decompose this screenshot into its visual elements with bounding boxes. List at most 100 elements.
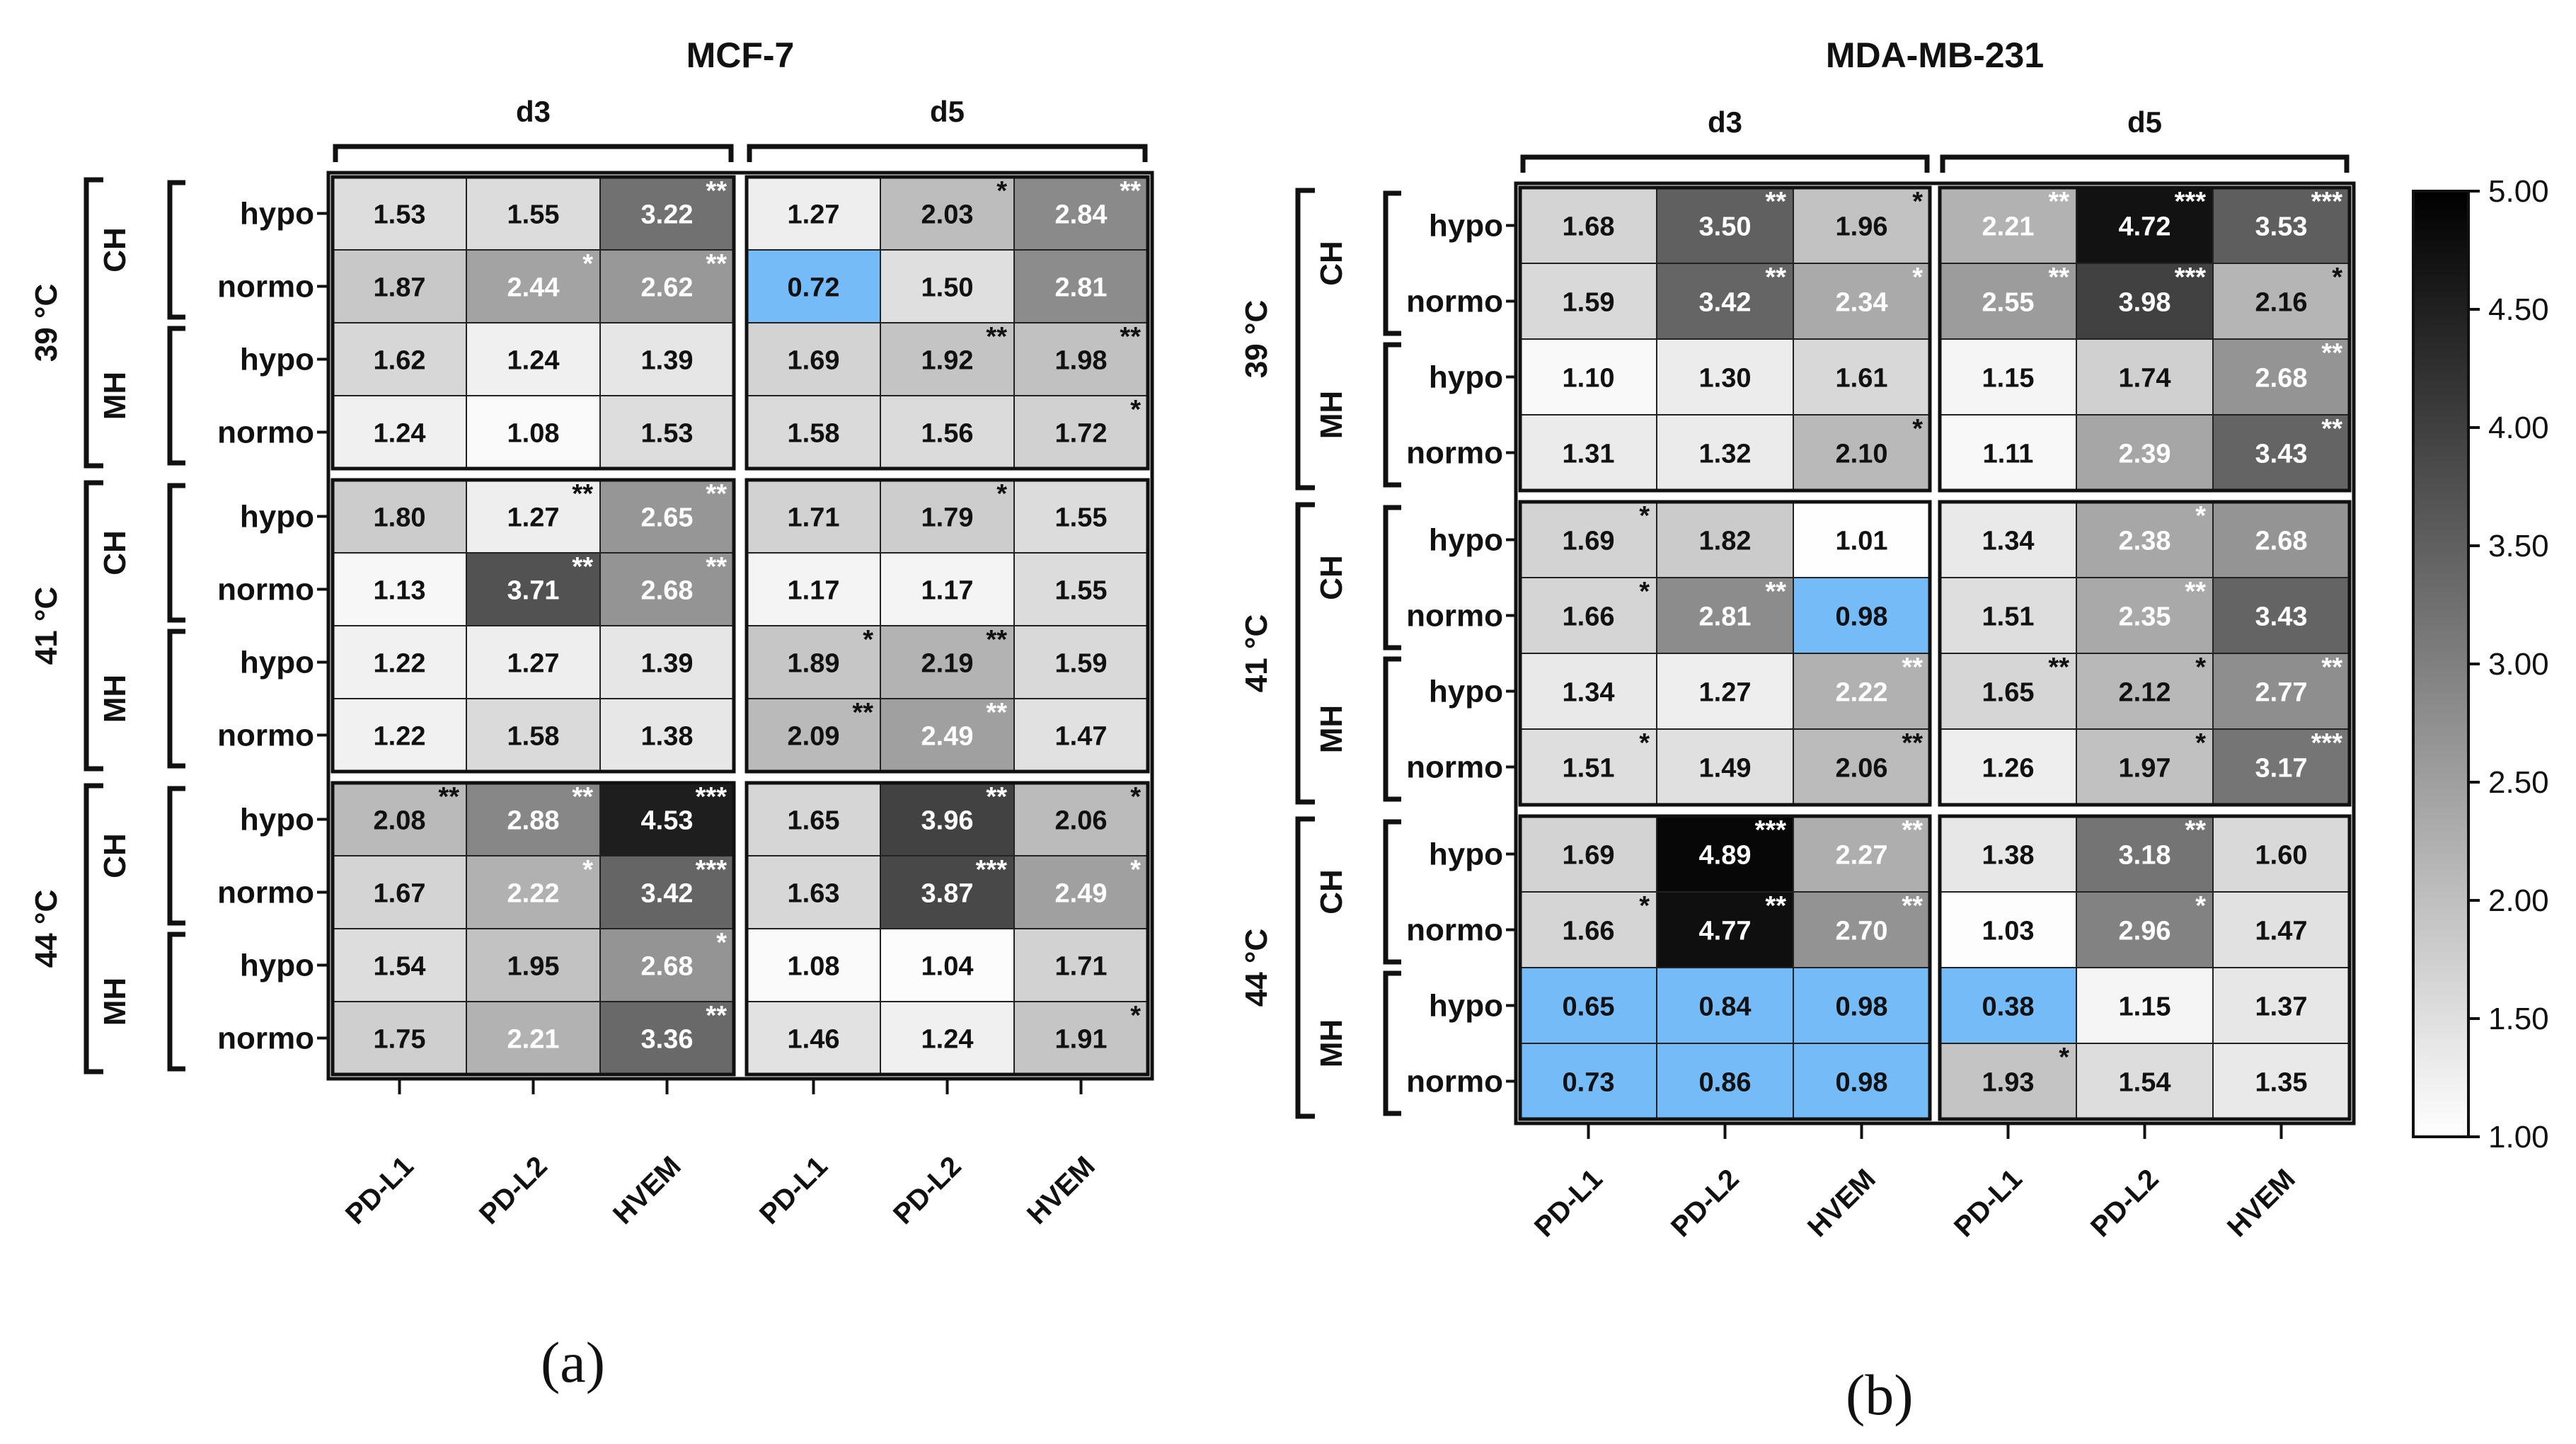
cell-value-label: 3.17 [2255,754,2308,784]
cell-value-label: 1.65 [1982,678,2035,708]
significance-mark: ** [2048,187,2069,217]
cell-value-label: 1.54 [374,952,426,982]
heatmap-cell [746,928,881,1002]
heatmap-cell [1793,653,1931,730]
significance-mark: * [716,928,727,958]
cell-value-label: 2.09 [788,722,840,752]
cell-value-label: 1.24 [374,419,426,449]
cell-value-label: 2.03 [921,200,974,230]
significance-mark: ** [706,479,727,509]
column-label: PD-L1 [754,1150,834,1230]
heatmap-cell [1793,891,1931,968]
heatmap-cell [1939,577,2077,654]
significance-mark: * [996,176,1007,206]
row-condition-label: hypo [1429,989,1503,1024]
block-outline [1518,185,1932,493]
significance-mark: ** [986,322,1007,352]
significance-mark: ** [986,698,1007,728]
cell-value-label: 1.53 [374,200,426,230]
cell-value-label: 0.98 [1836,1068,1888,1098]
method-label: CH [98,227,132,273]
cell-value-label: 1.69 [1563,527,1615,556]
significance-mark: ** [1120,322,1141,352]
block-outline [744,781,1150,1077]
method-bracket [167,326,185,466]
colorbar-tick-label: 2.00 [2488,883,2549,918]
cell-value-label: 1.34 [1982,527,2035,556]
heatmap-cell [1013,625,1149,699]
heatmap-cell [466,855,601,929]
cell-value-label: 2.38 [2119,527,2171,556]
heatmap-cell [880,395,1015,469]
significance-mark: * [1639,577,1650,607]
heatmap-cell [746,395,881,469]
heatmap-cell [2212,1043,2350,1120]
heatmap-frame [1514,181,2356,1125]
cell-value-label: 1.50 [921,273,974,303]
heatmap-cell [880,322,1015,396]
heatmap-cell [1013,698,1149,772]
cell-value-label: 1.27 [507,649,560,679]
cell-value-label: 0.84 [1699,992,1752,1022]
cell-value-label: 2.22 [1836,678,1888,708]
significance-mark: *** [1755,815,1787,845]
cell-value-label: 2.68 [641,952,694,982]
cell-value-label: 1.35 [2255,1068,2308,1098]
cell-value-label: 1.27 [507,503,560,533]
cell-value-label: 1.37 [2255,992,2308,1022]
cell-value-label: 1.67 [374,879,426,909]
cell-value-label: 1.92 [921,346,974,376]
cell-value-label: 2.81 [1699,602,1752,632]
column-label: PD-L2 [2085,1163,2165,1243]
heatmap-cell [1013,176,1149,251]
cell-value-label: 1.82 [1699,527,1752,556]
cell-value-label: 1.98 [1055,346,1108,376]
significance-mark: ** [1902,815,1923,845]
significance-mark: ** [706,249,727,279]
method-bracket [167,483,185,623]
cell-value-label: 2.19 [921,649,974,679]
significance-mark: * [582,855,593,885]
method-label: MH [98,978,132,1026]
column-label: PD-L2 [1665,1163,1745,1243]
method-label: CH [1314,555,1349,600]
significance-mark: *** [2311,187,2343,217]
heatmap-cell [599,479,735,554]
day-group-label: d3 [1708,105,1742,139]
heatmap-cell [1656,577,1794,654]
cell-value-label: 1.22 [374,649,426,679]
cell-value-label: 1.58 [788,419,840,449]
cell-value-label: 1.71 [788,503,840,533]
column-label: HVEM [1021,1150,1101,1230]
heatmap-cell [332,1001,467,1075]
cell-value-label: 2.22 [507,879,560,909]
heatmap-cell [332,855,467,929]
significance-mark: ** [706,552,727,582]
panel-a-heatmap: MCF-7d3 d51.53 1.55 3.22**1.27 2.03*2.84**1.… [29,35,1154,1230]
cell-value-label: 2.06 [1836,754,1888,784]
heatmap-cell [1793,187,1931,264]
cell-value-label: 1.96 [1836,212,1888,242]
heatmap-cell [1519,501,1657,578]
cell-value-label: 2.88 [507,806,560,836]
method-label: MH [98,372,132,420]
column-label: PD-L1 [1529,1163,1609,1243]
significance-mark: ** [2185,815,2206,845]
significance-mark: ** [1902,891,1923,921]
cell-value-label: 3.50 [1699,212,1752,242]
block-outline [744,175,1150,471]
heatmap-cell [599,625,735,699]
cell-value-label: 3.98 [2119,288,2171,318]
heatmap-cell [1793,815,1931,893]
heatmap-cell [599,1001,735,1075]
column-label: PD-L2 [887,1150,967,1230]
significance-mark: ** [2321,653,2342,682]
block-outline [1518,500,1932,807]
significance-mark: * [1130,395,1141,425]
cell-value-label: 2.81 [1055,273,1108,303]
cell-value-label: 1.31 [1563,440,1615,469]
heatmap-cell [1013,249,1149,323]
cell-value-label: 1.17 [921,576,974,606]
significance-mark: * [1639,501,1650,531]
heatmap-cell [1939,653,2077,730]
